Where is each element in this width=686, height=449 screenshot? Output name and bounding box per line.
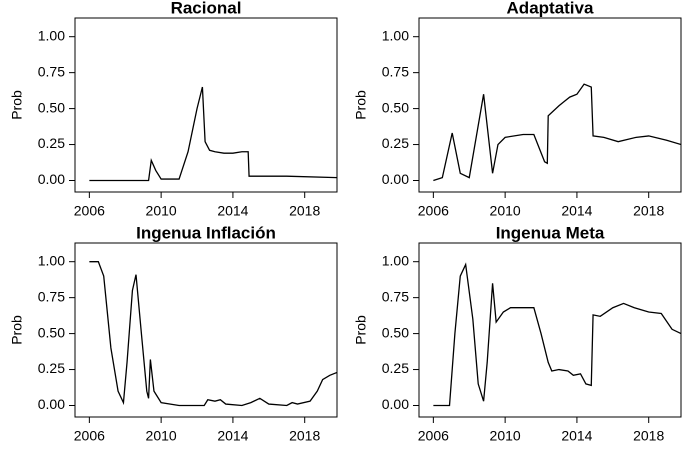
x-tick-label: 2014 xyxy=(561,203,592,219)
y-tick-label: 0.00 xyxy=(382,396,409,412)
panel-title: Ingenua Inflación xyxy=(136,223,276,242)
y-tick-label: 0.25 xyxy=(382,360,409,376)
plot-box xyxy=(418,242,682,418)
x-tick-label: 2006 xyxy=(74,203,105,219)
x-tick-label: 2010 xyxy=(490,203,521,219)
plot-area xyxy=(89,86,337,182)
panel: Adaptativa Prob 0.00 0.25 0.50 0.75 1.00 2006 20… xyxy=(353,0,682,219)
data-line xyxy=(89,86,337,182)
x-tick-label: 2010 xyxy=(146,203,177,219)
y-axis-label: Prob xyxy=(353,315,369,345)
x-tick-label: 2006 xyxy=(418,428,449,444)
plot-area xyxy=(433,262,681,407)
plot-box xyxy=(74,242,338,418)
y-tick-label: 0.75 xyxy=(38,63,65,79)
panel: Ingenua Inflación Prob 0.00 0.25 0.50 0.75 1.0… xyxy=(9,223,338,444)
y-axis-label: Prob xyxy=(9,90,25,120)
y-tick-label: 0.75 xyxy=(382,288,409,304)
x-tick-label: 2006 xyxy=(74,428,105,444)
y-tick-label: 0.75 xyxy=(38,288,65,304)
x-tick-label: 2014 xyxy=(561,428,592,444)
y-tick-label: 0.50 xyxy=(38,324,65,340)
y-tick-label: 1.00 xyxy=(38,252,65,268)
y-tick-label: 0.50 xyxy=(38,99,65,115)
y-tick-label: 0.50 xyxy=(382,99,409,115)
x-tick-label: 2018 xyxy=(289,428,320,444)
y-tick-label: 0.75 xyxy=(382,63,409,79)
x-tick-label: 2014 xyxy=(217,203,248,219)
plot-area xyxy=(433,83,681,182)
panel-title: Racional xyxy=(171,0,242,17)
y-tick-label: 0.00 xyxy=(38,171,65,187)
panel: Racional Prob 0.00 0.25 0.50 0.75 1.00 2006 2010… xyxy=(9,0,338,219)
x-tick-label: 2018 xyxy=(633,428,664,444)
y-tick-label: 0.00 xyxy=(38,396,65,412)
plot-area xyxy=(89,261,337,407)
panel-title: Ingenua Meta xyxy=(496,223,605,242)
x-tick-label: 2010 xyxy=(490,428,521,444)
y-tick-label: 1.00 xyxy=(382,27,409,43)
x-tick-label: 2018 xyxy=(289,203,320,219)
x-tick-label: 2010 xyxy=(146,428,177,444)
y-axis-label: Prob xyxy=(353,90,369,120)
y-tick-label: 1.00 xyxy=(382,252,409,268)
x-tick-label: 2018 xyxy=(633,203,664,219)
data-line xyxy=(433,83,681,182)
y-tick-label: 0.25 xyxy=(38,360,65,376)
panel-title: Adaptativa xyxy=(507,0,594,17)
y-tick-label: 1.00 xyxy=(38,27,65,43)
y-axis-label: Prob xyxy=(9,315,25,345)
panel: Ingenua Meta Prob 0.00 0.25 0.50 0.75 1.00 2006… xyxy=(353,223,682,444)
y-tick-label: 0.25 xyxy=(382,135,409,151)
y-tick-label: 0.25 xyxy=(38,135,65,151)
x-tick-label: 2014 xyxy=(217,428,248,444)
y-tick-label: 0.00 xyxy=(382,171,409,187)
plot-box xyxy=(74,17,338,193)
x-tick-label: 2006 xyxy=(418,203,449,219)
plot-box xyxy=(418,17,682,193)
y-tick-label: 0.50 xyxy=(382,324,409,340)
data-line xyxy=(433,262,681,407)
data-line xyxy=(89,261,337,407)
